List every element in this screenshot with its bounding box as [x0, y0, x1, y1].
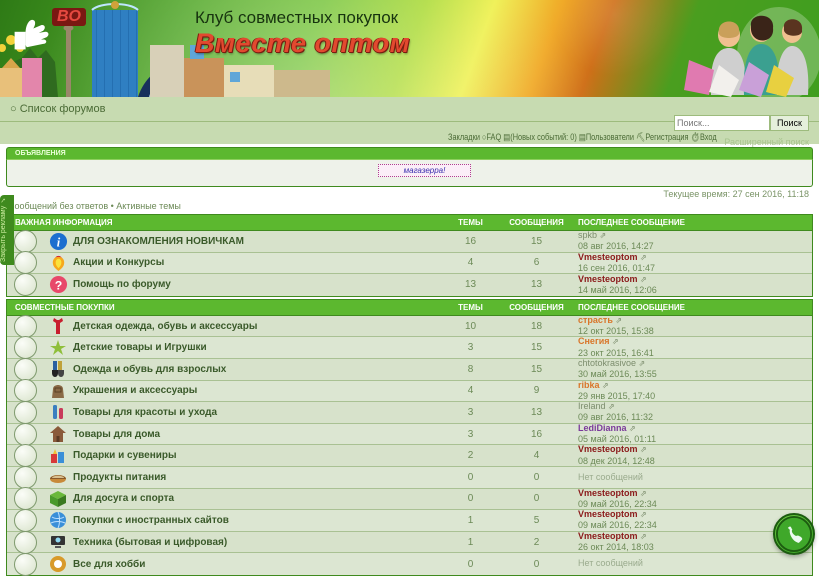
- svg-text:?: ?: [54, 279, 62, 293]
- svg-text:i: i: [56, 235, 60, 249]
